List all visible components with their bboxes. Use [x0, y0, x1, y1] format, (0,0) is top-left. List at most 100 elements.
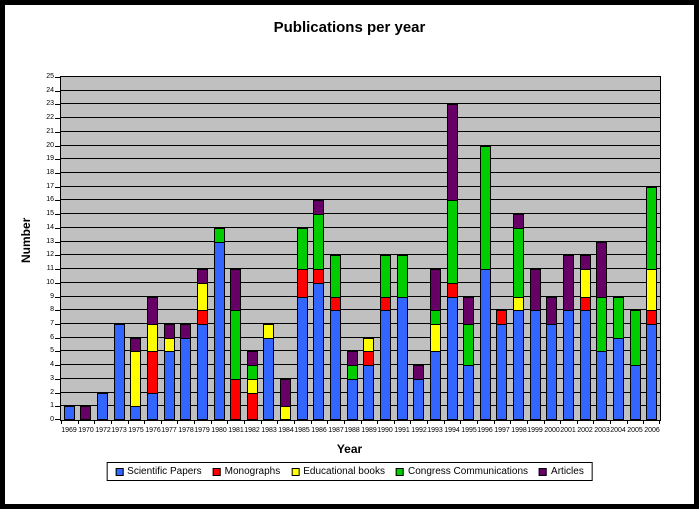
x-tick-label: 1988: [344, 427, 360, 434]
bar-1999-scientific-papers: [530, 310, 541, 420]
legend-swatch-icon: [291, 467, 300, 476]
bar-1998-educational-books: [513, 297, 524, 311]
x-tick-label: 1986: [311, 427, 327, 434]
bar-1990-scientific-papers: [380, 310, 391, 420]
bar-2000-scientific-papers: [546, 324, 557, 420]
x-tick-label: 1975: [128, 427, 144, 434]
x-axis-tick: [211, 420, 212, 424]
x-tick-label: 1989: [361, 427, 377, 434]
bar-1977-scientific-papers: [164, 351, 175, 420]
legend-item-articles: Articles: [539, 466, 584, 477]
x-axis-tick: [427, 420, 428, 424]
gridline: [61, 282, 660, 283]
legend-item-monographs: Monographs: [212, 466, 280, 477]
x-axis-tick: [78, 420, 79, 424]
gridline: [61, 350, 660, 351]
x-axis-tick: [659, 420, 660, 424]
x-axis-tick: [643, 420, 644, 424]
gridline: [61, 131, 660, 132]
bar-1995-articles: [463, 297, 474, 325]
gridline: [61, 90, 660, 91]
y-axis-tick: [55, 187, 60, 188]
x-axis-tick: [111, 420, 112, 424]
legend-item-educational-books: Educational books: [291, 466, 385, 477]
x-axis-tick: [544, 420, 545, 424]
y-tick-label: 10: [46, 279, 54, 286]
bar-1982-monographs: [247, 393, 258, 420]
y-tick-label: 20: [46, 142, 54, 149]
bar-1983-educational-books: [263, 324, 274, 339]
x-axis-tick: [410, 420, 411, 424]
x-tick-label: 1993: [427, 427, 443, 434]
legend-label: Educational books: [303, 466, 385, 477]
bar-1986-articles: [313, 200, 324, 215]
x-tick-label: 2006: [644, 427, 660, 434]
bar-2000-articles: [546, 297, 557, 325]
y-tick-label: 2: [50, 389, 54, 396]
x-tick-label: 1982: [244, 427, 260, 434]
x-tick-label: 2000: [544, 427, 560, 434]
bar-1991-scientific-papers: [397, 297, 408, 420]
bar-1980-congress-communications: [214, 228, 225, 243]
y-tick-label: 16: [46, 196, 54, 203]
bar-1998-congress-communications: [513, 228, 524, 298]
gridline: [61, 186, 660, 187]
x-axis-tick: [494, 420, 495, 424]
bar-1977-educational-books: [164, 338, 175, 352]
gridline: [61, 392, 660, 393]
bar-2004-congress-communications: [613, 297, 624, 339]
bar-2001-scientific-papers: [563, 310, 574, 420]
gridline: [61, 254, 660, 255]
y-tick-label: 12: [46, 251, 54, 258]
y-tick-label: 5: [50, 347, 54, 354]
x-tick-label: 2004: [610, 427, 626, 434]
y-tick-label: 24: [46, 87, 54, 94]
bar-1992-scientific-papers: [413, 379, 424, 420]
bar-1981-monographs: [230, 379, 241, 420]
bar-1985-congress-communications: [297, 228, 308, 270]
bar-1987-congress-communications: [330, 255, 341, 298]
x-tick-label: 1980: [211, 427, 227, 434]
bar-1984-educational-books: [280, 406, 291, 420]
bar-1979-scientific-papers: [197, 324, 208, 420]
bar-2003-scientific-papers: [596, 351, 607, 420]
y-tick-label: 11: [46, 265, 54, 272]
bar-1972-scientific-papers: [97, 393, 108, 420]
bar-1998-articles: [513, 214, 524, 229]
gridline: [61, 296, 660, 297]
gridline: [61, 405, 660, 406]
bar-1996-scientific-papers: [480, 269, 491, 420]
y-axis-tick: [55, 393, 60, 394]
x-tick-label: 2005: [627, 427, 643, 434]
x-axis-title: Year: [336, 442, 363, 456]
bar-1973-scientific-papers: [114, 324, 125, 420]
y-tick-label: 21: [46, 128, 54, 135]
x-tick-label: 1985: [294, 427, 310, 434]
y-tick-label: 18: [46, 169, 54, 176]
bar-1992-articles: [413, 365, 424, 380]
bar-1982-articles: [247, 351, 258, 366]
plot-area: 0 1 2 3 4 5 6 7 8 9 10 11 12 13 14 15 16 17 18 19 20 21 22 23 24…: [46, 73, 661, 434]
gridline: [61, 227, 660, 228]
legend-swatch-icon: [395, 467, 404, 476]
x-axis-tick: [444, 420, 445, 424]
gridline: [61, 199, 660, 200]
x-tick-label: 1976: [145, 427, 161, 434]
gridline: [61, 241, 660, 242]
bar-2002-scientific-papers: [580, 310, 591, 420]
legend-item-scientific-papers: Scientific Papers: [115, 466, 202, 477]
legend-label: Scientific Papers: [127, 466, 202, 477]
gridline: [61, 117, 660, 118]
x-tick-label: 1977: [161, 427, 177, 434]
x-tick-label: 1987: [328, 427, 344, 434]
y-tick-label: 19: [46, 155, 54, 162]
x-tick-label: 1994: [444, 427, 460, 434]
y-axis-tick: [55, 324, 60, 325]
y-axis-title: Number: [19, 217, 33, 263]
x-tick-label: 1984: [278, 427, 294, 434]
legend-label: Congress Communications: [407, 466, 529, 477]
bar-1978-scientific-papers: [180, 338, 191, 420]
bar-1988-congress-communications: [347, 365, 358, 380]
x-tick-label: 1981: [228, 427, 244, 434]
y-axis-tick: [55, 379, 60, 380]
